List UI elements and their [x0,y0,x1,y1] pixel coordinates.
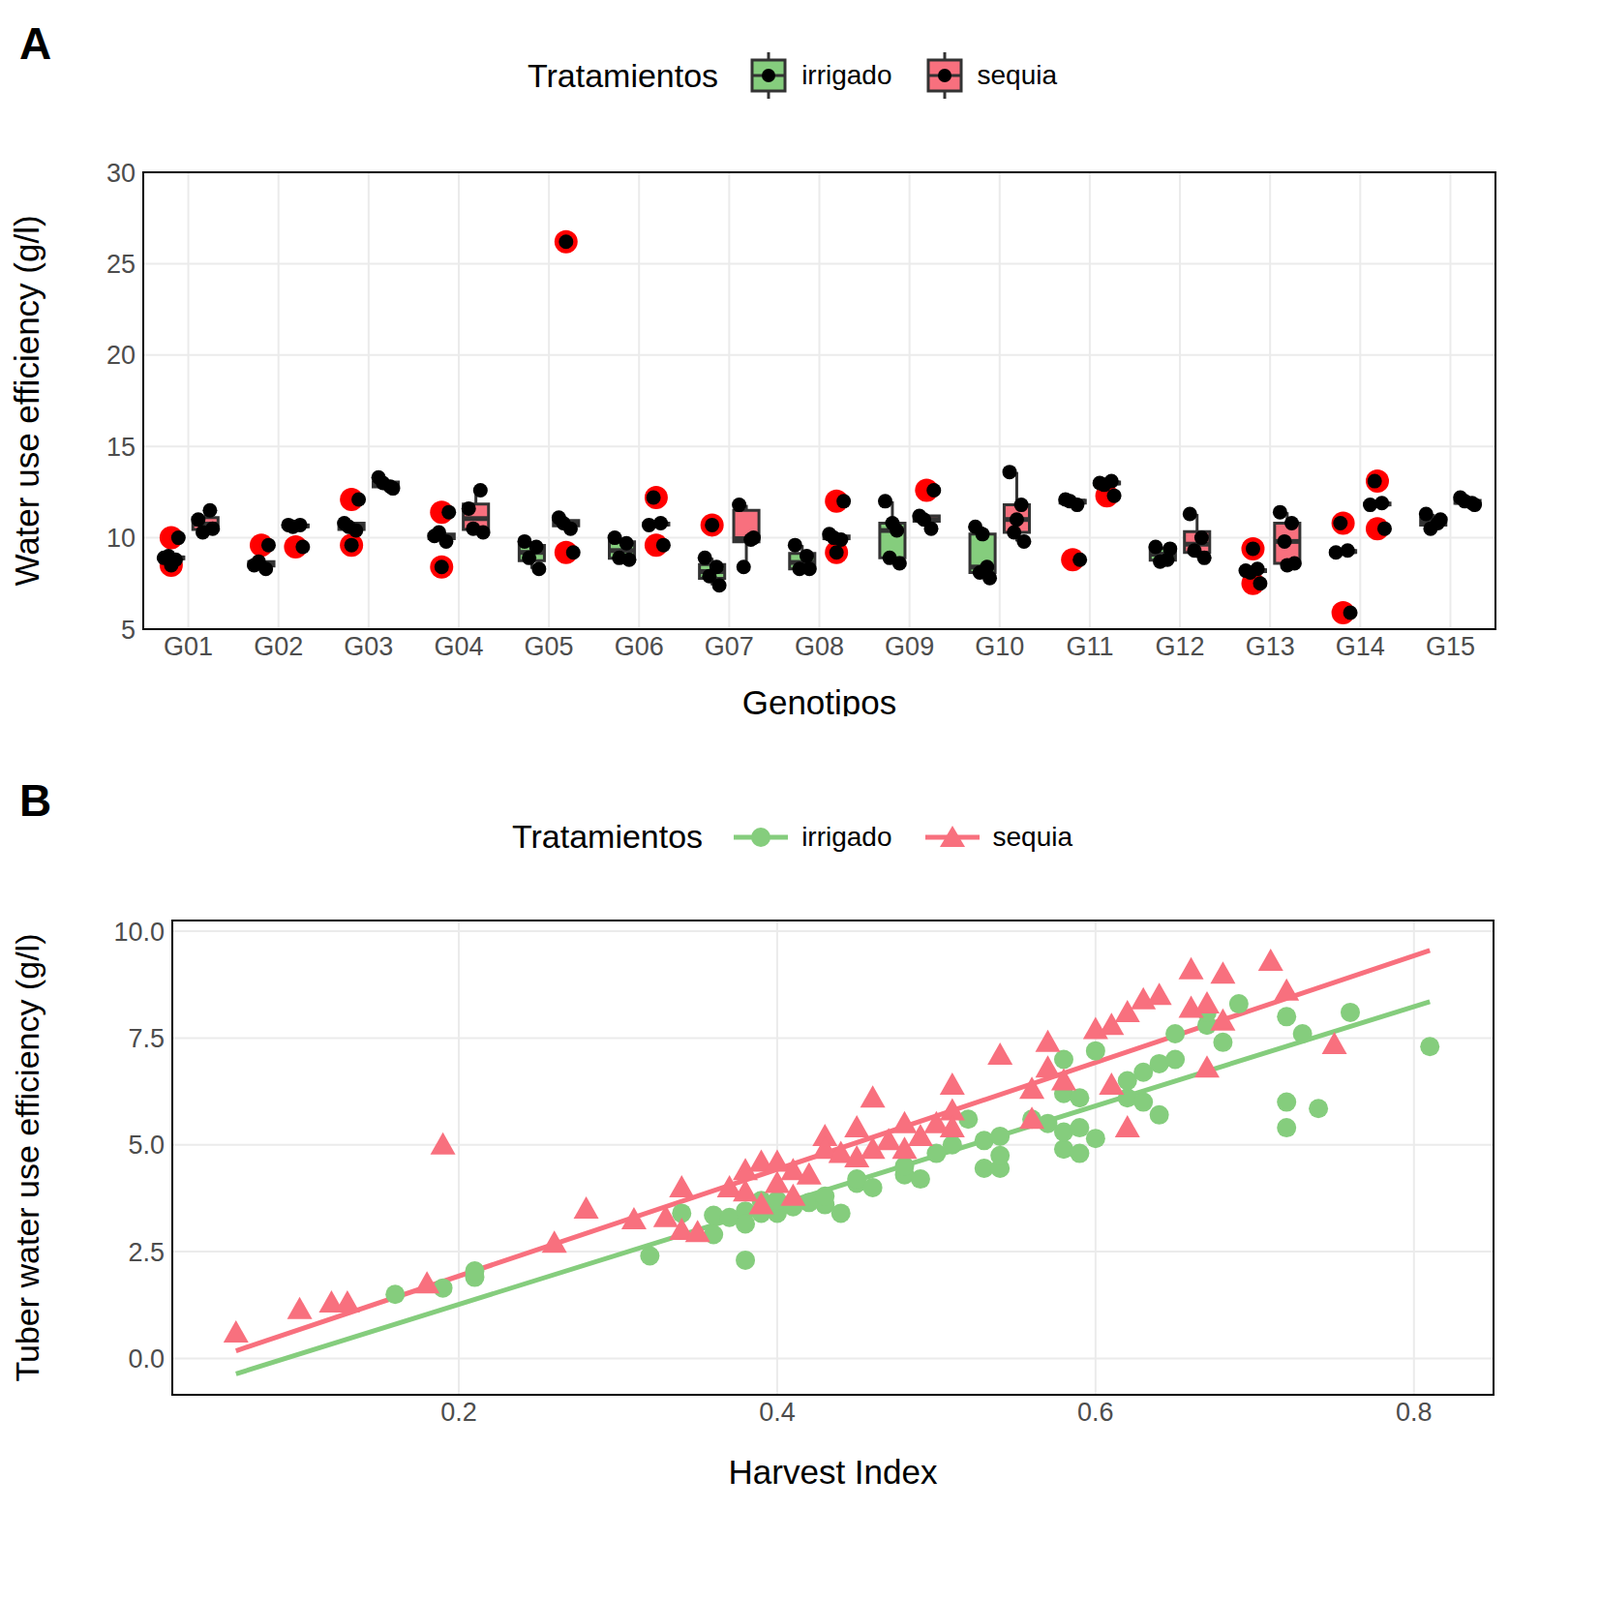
svg-text:10.0: 10.0 [113,917,165,947]
svg-text:G09: G09 [884,632,935,662]
svg-text:G01: G01 [163,632,213,662]
svg-text:5.0: 5.0 [127,1130,165,1160]
svg-text:G13: G13 [1245,632,1296,662]
svg-text:G03: G03 [343,632,393,662]
svg-text:G04: G04 [433,632,484,662]
svg-text:0.2: 0.2 [440,1397,478,1427]
svg-text:G10: G10 [974,632,1025,662]
svg-text:Genotipos: Genotipos [742,683,898,717]
svg-text:0.6: 0.6 [1077,1397,1115,1427]
svg-text:Tuber water use efficiency (g/: Tuber water use efficiency (g/l) [8,934,46,1383]
svg-text:G08: G08 [794,632,845,662]
svg-text:G15: G15 [1425,632,1476,662]
html-text:B: B [19,775,52,826]
svg-text:7.5: 7.5 [127,1024,165,1054]
html-text:irrigado: irrigado [801,821,892,852]
html-text:A: A [19,18,52,69]
svg-text:25: 25 [106,249,136,279]
svg-text:2.5: 2.5 [127,1237,165,1268]
svg-text:10: 10 [106,523,136,553]
svg-text:G14: G14 [1335,632,1386,662]
svg-text:20: 20 [106,340,136,370]
html-text:sequia: sequia [977,60,1057,91]
html-text:Tratamientos: Tratamientos [527,56,719,94]
svg-text:Harvest Index: Harvest Index [728,1452,938,1491]
svg-text:0.4: 0.4 [758,1397,796,1427]
html-text:irrigado: irrigado [801,60,892,91]
svg-text:G02: G02 [253,632,303,662]
svg-text:5: 5 [120,615,136,645]
svg-text:G11: G11 [1065,632,1114,662]
svg-text:Water use efficiency (g/l): Water use efficiency (g/l) [7,214,46,586]
svg-text:0.8: 0.8 [1395,1397,1433,1427]
svg-text:0.0: 0.0 [127,1344,165,1374]
html-text:Tratamientos: Tratamientos [512,817,703,855]
svg-text:G07: G07 [704,632,755,662]
svg-text:G06: G06 [614,632,665,662]
svg-text:G05: G05 [524,632,574,662]
svg-text:G12: G12 [1155,632,1206,662]
html-text:sequia: sequia [992,821,1073,852]
svg-text:30: 30 [106,158,136,188]
svg-text:15: 15 [106,432,136,462]
